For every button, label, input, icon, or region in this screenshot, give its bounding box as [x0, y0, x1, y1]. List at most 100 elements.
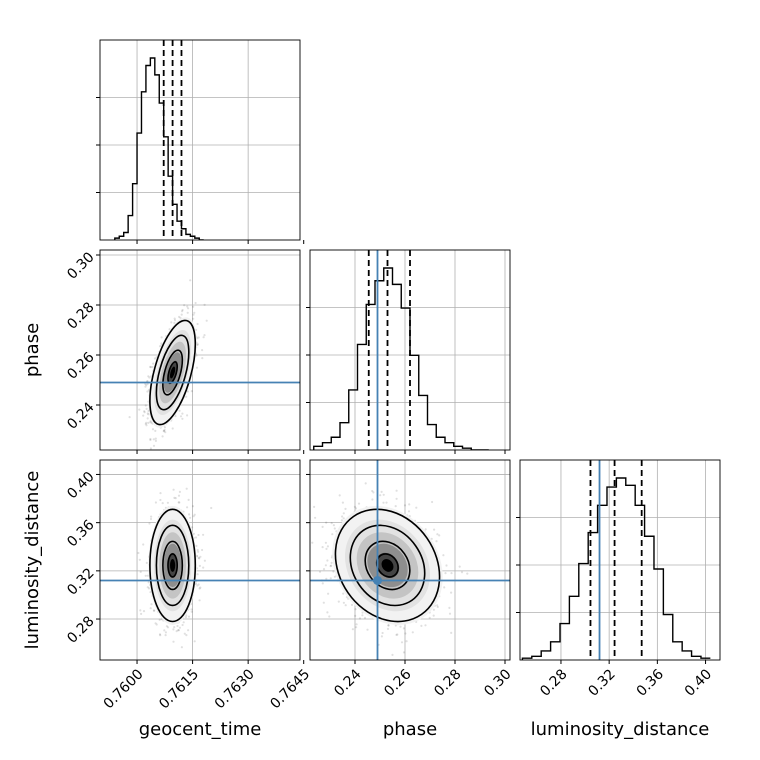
scatter-point: [197, 550, 200, 553]
scatter-point: [460, 571, 464, 574]
scatter-point: [443, 586, 446, 589]
scatter-point: [194, 301, 197, 305]
scatter-point: [411, 660, 413, 662]
scatter-point: [181, 417, 184, 420]
scatter-point: [395, 489, 398, 492]
hist-bar: [366, 304, 375, 450]
scatter-point: [193, 311, 196, 314]
scatter-point: [177, 629, 180, 632]
scatter-point: [185, 395, 188, 398]
scatter-point: [341, 515, 344, 518]
scatter-point: [149, 447, 152, 450]
scatter-point: [163, 428, 166, 431]
scatter-point: [186, 311, 189, 314]
scatter-point: [191, 505, 195, 508]
x-tick-label-geocent_time: 0.7615: [156, 666, 202, 712]
scatter-point: [318, 570, 322, 573]
scatter-point: [143, 410, 146, 413]
scatter-point: [191, 526, 194, 529]
scatter-point: [164, 634, 167, 637]
x-tick-label-luminosity_distance: 0.28: [537, 666, 570, 699]
density-level: [381, 559, 394, 572]
hist-bar: [331, 437, 340, 450]
scatter-point: [329, 565, 332, 568]
contour-line: [334, 508, 441, 623]
y-axis-label-luminosity_distance: luminosity_distance: [22, 471, 43, 650]
scatter-point: [155, 623, 158, 626]
scatter-point: [147, 375, 150, 378]
scatter-point: [178, 409, 181, 412]
scatter-point: [322, 568, 326, 571]
scatter-point: [325, 547, 328, 551]
pair-panel-geocent_time-phase-content: [100, 250, 300, 459]
scatter-point: [330, 522, 333, 525]
scatter-point: [197, 533, 200, 537]
scatter-point: [353, 505, 356, 508]
scatter-point: [173, 496, 176, 499]
scatter-point: [387, 624, 390, 627]
scatter-point: [161, 502, 164, 505]
scatter-point: [385, 501, 388, 504]
scatter-point: [188, 513, 191, 516]
x-axis-label-geocent_time: geocent_time: [139, 719, 262, 740]
scatter-point: [145, 383, 148, 387]
scatter-point: [164, 631, 167, 634]
pair-panel-geocent_time-luminosity_distance: [96, 459, 305, 664]
scatter-point: [186, 305, 189, 308]
scatter-point: [178, 626, 181, 629]
scatter-point: [448, 612, 452, 615]
scatter-point: [350, 603, 354, 607]
density-level: [169, 559, 176, 572]
scatter-point: [146, 417, 149, 420]
scatter-point: [190, 608, 193, 611]
scatter-point: [432, 608, 435, 611]
scatter-point: [158, 633, 162, 636]
scatter-point: [379, 494, 382, 497]
scatter-point: [149, 517, 153, 521]
hist-panel-geocent_time: [96, 39, 305, 244]
scatter-point: [372, 491, 375, 494]
scatter-point: [355, 623, 358, 626]
hist-bar: [349, 390, 358, 450]
y-tick-label-luminosity_distance: 0.36: [64, 517, 97, 550]
hist-panel-phase: [306, 249, 511, 454]
scatter-point: [196, 555, 199, 558]
scatter-point: [358, 617, 362, 620]
y-tick-label-luminosity_distance: 0.28: [64, 613, 97, 646]
scatter-point: [196, 343, 200, 346]
panel-border: [99, 249, 301, 451]
scatter-point: [386, 627, 390, 631]
scatter-point: [146, 390, 149, 393]
scatter-point: [193, 640, 196, 643]
scatter-point: [158, 618, 161, 622]
scatter-point: [371, 498, 374, 501]
scatter-point: [321, 525, 324, 529]
scatter-point: [321, 582, 324, 585]
scatter-point: [166, 457, 168, 459]
scatter-point: [128, 416, 131, 419]
x-tick-label-phase: 0.28: [431, 666, 464, 699]
scatter-point: [190, 390, 193, 393]
scatter-point: [177, 494, 181, 497]
contour-line: [162, 349, 184, 396]
scatter-point: [332, 570, 335, 573]
y-tick-label-phase: 0.24: [64, 399, 97, 432]
scatter-point: [160, 336, 163, 339]
hist-bar: [673, 642, 682, 660]
scatter-point: [424, 528, 427, 531]
hist-panel-luminosity_distance-content: [520, 460, 720, 660]
scatter-point: [354, 608, 357, 611]
scatter-point: [192, 515, 195, 518]
hist-bar: [569, 596, 578, 660]
scatter-point: [173, 626, 176, 629]
hist-bar: [616, 478, 625, 660]
scatter-point: [333, 575, 336, 578]
contour-line: [167, 553, 179, 578]
scatter-point: [407, 510, 411, 513]
scatter-point: [180, 313, 183, 316]
scatter-point: [145, 407, 148, 410]
scatter-point: [199, 555, 202, 558]
pair-panel-phase-luminosity_distance-content: [310, 460, 510, 662]
scatter-point: [411, 631, 414, 634]
contour-line: [376, 553, 399, 578]
